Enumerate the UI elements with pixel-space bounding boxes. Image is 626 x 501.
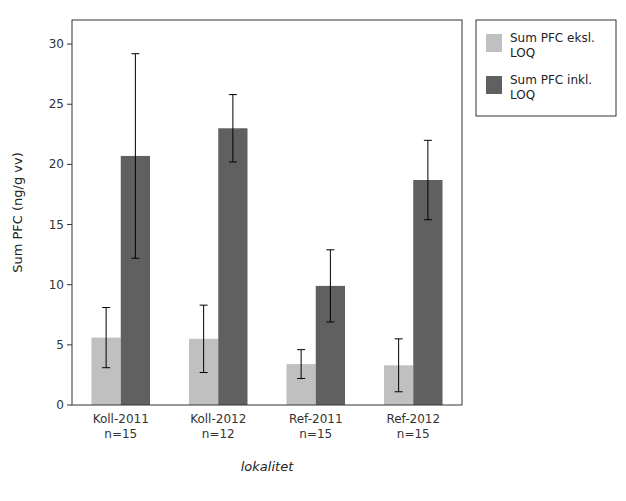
error-bar [326,250,334,322]
text-line: LOQ [510,46,535,60]
chart: 051015202530Koll-2011n=15Koll-2012n=12Re… [0,0,626,501]
y-tick [67,344,72,345]
error-cap [131,53,139,54]
error-cap [297,349,305,350]
text-line: Sum PFC inkl. [510,73,592,87]
error-line [330,250,331,322]
y-axis-title: Sum PFC (ng/g vv) [10,152,25,273]
legend-label: Sum PFC inkl.LOQ [510,73,592,102]
y-tick-label: 25 [49,97,64,111]
error-cap [200,372,208,373]
x-axis-title: lokalitet [241,459,294,474]
text-line: n=15 [299,427,332,441]
legend-label: Sum PFC eksl.LOQ [510,31,595,60]
error-cap [229,94,237,95]
text-line: Ref-2011 [289,412,343,426]
error-line [427,140,428,219]
y-axis: 0 5 10 15 20 25 30 [49,37,72,412]
y-tick-label: 20 [49,157,64,171]
text-line: Koll-2012 [190,412,246,426]
error-cap [395,338,403,339]
y-tick [67,284,72,285]
bars [92,54,443,405]
text-line: n=15 [397,427,430,441]
legend-swatch [486,76,502,94]
error-cap [131,258,139,259]
text-line: Ref-2012 [386,412,440,426]
text-line: LOQ [510,88,535,102]
y-tick [67,224,72,225]
error-bar [200,305,208,372]
error-bar [102,308,110,368]
error-cap [297,378,305,379]
plot-frame [72,20,462,405]
error-bar [229,95,237,162]
x-axis: Koll-2011n=15Koll-2012n=12Ref-2011n=15Re… [93,412,440,441]
bar [218,128,247,405]
error-line [301,350,302,379]
error-bar [395,339,403,392]
background [0,0,626,501]
error-cap [395,391,403,392]
error-bar [131,54,139,259]
x-tick-label: Koll-2012n=12 [190,412,246,441]
error-cap [229,161,237,162]
y-tick-label: 5 [56,338,64,352]
error-bar [297,350,305,379]
error-cap [102,367,110,368]
error-cap [200,305,208,306]
error-line [232,95,233,162]
error-line [106,308,107,368]
y-tick-label: 15 [49,218,64,232]
error-cap [102,307,110,308]
text-line: Koll-2011 [93,412,149,426]
text-line: n=12 [202,427,235,441]
y-tick [67,164,72,165]
y-tick-label: 10 [49,278,64,292]
y-tick [67,104,72,105]
x-tick-label: Koll-2011n=15 [93,412,149,441]
y-tick-label: 30 [49,37,64,51]
x-tick-label: Ref-2012n=15 [386,412,440,441]
error-cap [326,249,334,250]
y-tick [67,44,72,45]
error-line [135,54,136,259]
text-line: n=15 [104,427,137,441]
y-tick-label: 0 [56,398,64,412]
legend: Sum PFC eksl.LOQSum PFC inkl.LOQ [476,20,616,116]
legend-frame [476,20,616,116]
error-line [203,305,204,372]
legend-swatch [486,34,502,52]
error-line [398,339,399,392]
error-cap [424,219,432,220]
error-bar [424,140,432,219]
y-tick [67,405,72,406]
text-line: Sum PFC eksl. [510,31,595,45]
error-cap [424,140,432,141]
x-tick-label: Ref-2011n=15 [289,412,343,441]
error-cap [326,321,334,322]
